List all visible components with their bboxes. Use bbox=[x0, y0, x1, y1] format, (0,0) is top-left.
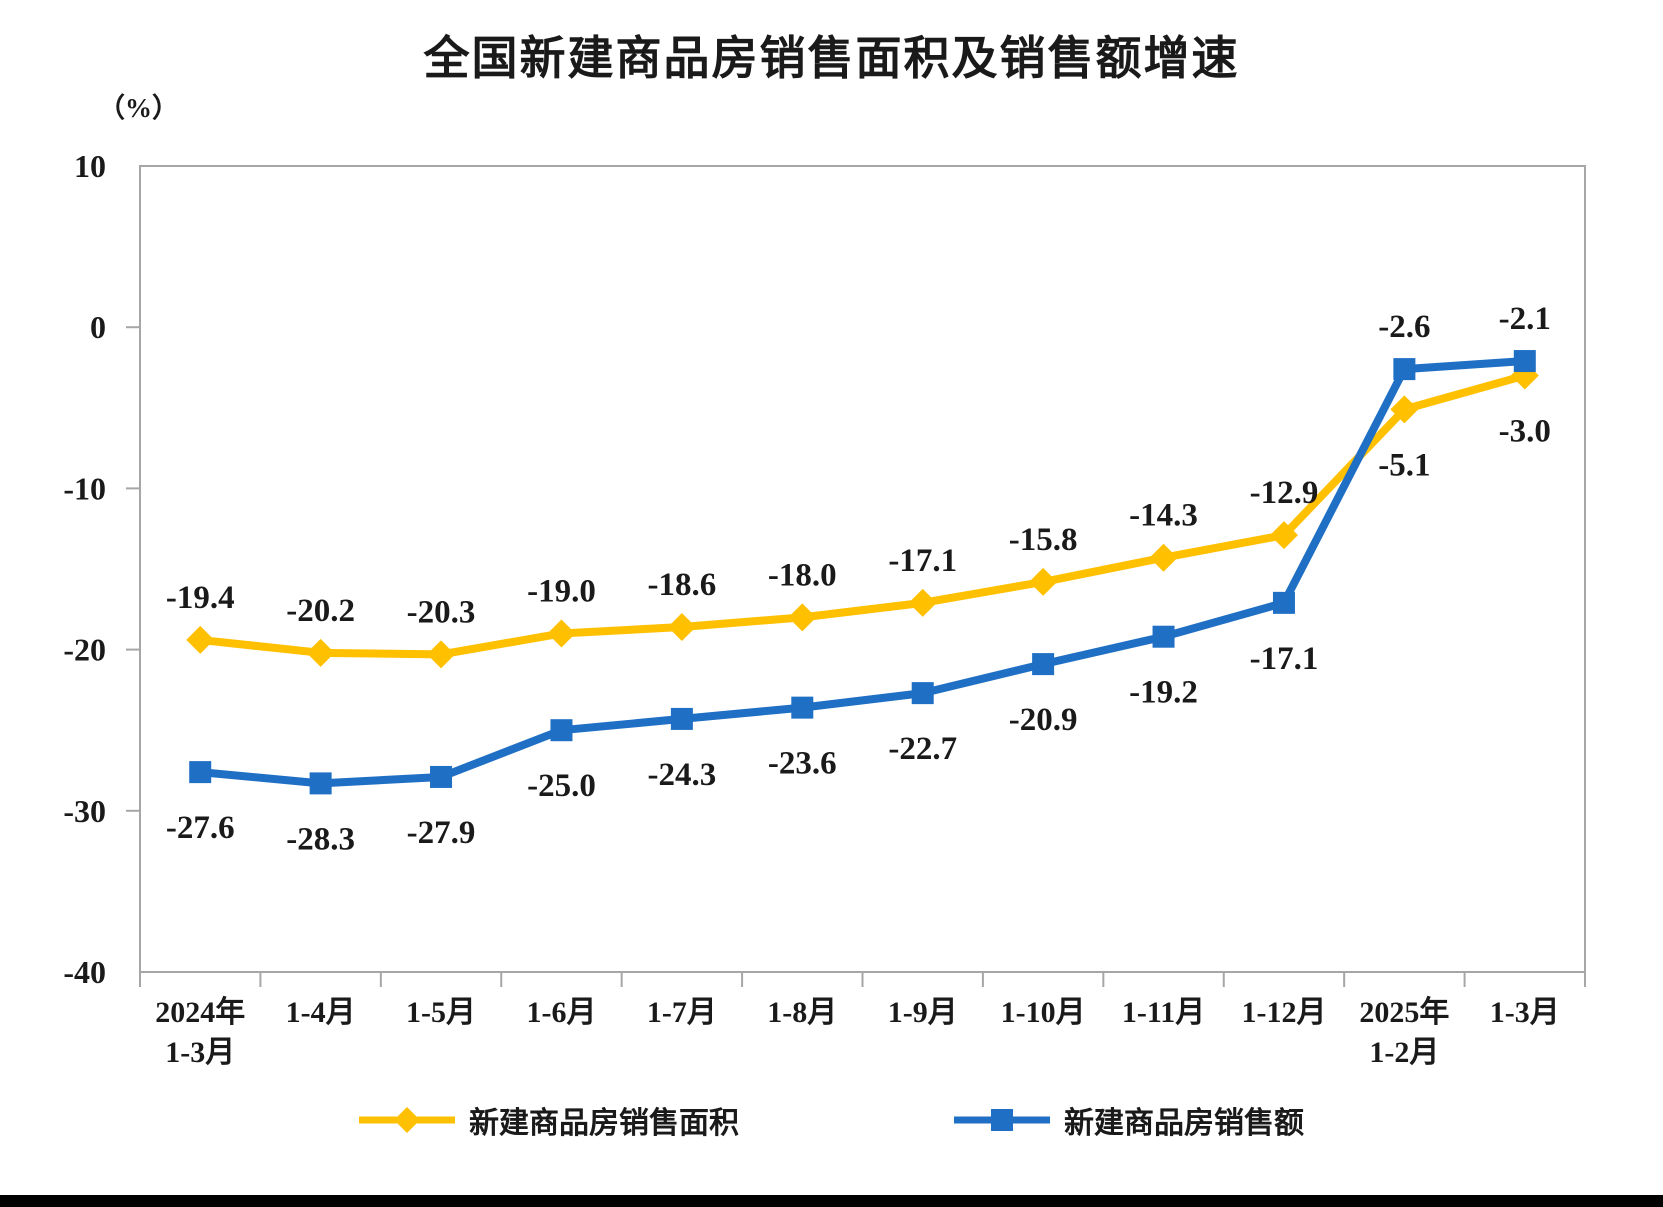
data-label: -19.2 bbox=[1129, 675, 1198, 711]
x-axis-category-label: 1-3月 bbox=[165, 1036, 235, 1069]
data-label: -15.8 bbox=[1009, 522, 1078, 558]
series-0-marker bbox=[1149, 543, 1178, 572]
plot-frame bbox=[139, 165, 1586, 973]
x-axis-category-label: 1-8月 bbox=[767, 996, 837, 1029]
series-0-marker bbox=[306, 638, 335, 667]
data-label: -20.9 bbox=[1009, 702, 1078, 738]
series-1-marker bbox=[1393, 358, 1416, 381]
series-0-marker bbox=[1029, 567, 1058, 596]
x-axis-category-label: 1-9月 bbox=[888, 996, 958, 1029]
y-axis-tick-label: -20 bbox=[63, 632, 106, 668]
series-1-marker bbox=[430, 765, 453, 788]
data-label: -22.7 bbox=[888, 731, 957, 767]
y-axis-tick-label: -40 bbox=[63, 954, 106, 990]
data-label: -12.9 bbox=[1250, 475, 1319, 511]
x-axis-category-label: 1-7月 bbox=[647, 996, 717, 1029]
legend-sales-value-label: 新建商品房销售额 bbox=[1064, 1107, 1304, 1140]
legend-sales-area-marker-icon bbox=[359, 1107, 455, 1133]
series-0-marker bbox=[427, 640, 456, 669]
legend-sales-area-label: 新建商品房销售面积 bbox=[469, 1107, 739, 1140]
data-label: -19.0 bbox=[527, 573, 596, 609]
x-axis-category-label: 1-3月 bbox=[1490, 996, 1560, 1029]
data-label: -5.1 bbox=[1378, 447, 1430, 483]
legend-sales-value-marker-icon bbox=[954, 1109, 1050, 1131]
series-0-marker bbox=[788, 603, 817, 632]
series-line-1 bbox=[196, 357, 1529, 788]
chart-legend: 新建商品房销售面积 新建商品房销售额 bbox=[0, 1098, 1663, 1142]
data-label: -18.6 bbox=[648, 567, 717, 603]
data-label: -17.1 bbox=[1250, 641, 1319, 677]
series-1-marker bbox=[1513, 350, 1536, 373]
x-axis-category-label: 1-10月 bbox=[1001, 996, 1086, 1029]
data-label: -27.6 bbox=[166, 810, 235, 846]
data-label: -24.3 bbox=[648, 757, 717, 793]
legend-item-sales-value: 新建商品房销售额 bbox=[954, 1098, 1304, 1142]
chart-title: 全国新建商品房销售面积及销售额增速 bbox=[423, 32, 1240, 84]
bottom-black-bar bbox=[0, 1195, 1663, 1207]
data-label: -2.6 bbox=[1378, 309, 1430, 345]
series-1-marker bbox=[550, 719, 573, 742]
x-axis-category-label: 1-11月 bbox=[1122, 996, 1205, 1029]
data-label: -18.0 bbox=[768, 557, 837, 593]
data-label: -25.0 bbox=[527, 768, 596, 804]
data-label: -14.3 bbox=[1129, 498, 1198, 534]
y-axis-tick-label: -10 bbox=[63, 470, 106, 506]
y-axis-tick-label: -30 bbox=[63, 793, 106, 829]
series-1-marker bbox=[911, 682, 934, 705]
legend-item-sales-area: 新建商品房销售面积 bbox=[359, 1098, 739, 1142]
series-line-0 bbox=[196, 371, 1529, 659]
data-label: -19.4 bbox=[166, 580, 235, 616]
series-0-marker bbox=[186, 625, 215, 654]
series-0-marker bbox=[547, 619, 576, 648]
series-0-marker bbox=[667, 613, 696, 642]
series-0-marker bbox=[1269, 521, 1298, 550]
y-axis-unit-label: （%） bbox=[98, 93, 179, 123]
x-axis-category-label: 1-5月 bbox=[406, 996, 476, 1029]
data-label: -3.0 bbox=[1499, 414, 1551, 450]
series-1-marker bbox=[1032, 653, 1055, 676]
x-axis-category-label: 2025年 bbox=[1359, 996, 1449, 1029]
data-label: -20.2 bbox=[286, 593, 355, 629]
data-label: -20.3 bbox=[407, 594, 476, 630]
x-axis-category-label: 1-6月 bbox=[526, 996, 596, 1029]
series-1-marker bbox=[189, 761, 212, 784]
data-label: -27.9 bbox=[407, 815, 476, 851]
x-axis-category-label: 1-12月 bbox=[1241, 996, 1326, 1029]
y-axis-tick-label: 10 bbox=[74, 148, 106, 184]
y-axis-tick-label: 0 bbox=[90, 309, 106, 345]
series-0-marker bbox=[908, 588, 937, 617]
data-label: -2.1 bbox=[1499, 301, 1551, 337]
series-1-marker bbox=[670, 707, 693, 730]
x-axis-category-label: 2024年 bbox=[155, 996, 245, 1029]
data-label: -28.3 bbox=[286, 821, 355, 857]
data-label: -17.1 bbox=[888, 543, 957, 579]
series-1-marker bbox=[1152, 625, 1175, 648]
series-0-marker bbox=[1390, 395, 1419, 424]
series-1-marker bbox=[309, 772, 332, 795]
x-axis-category-label: 1-4月 bbox=[286, 996, 356, 1029]
series-1-marker bbox=[791, 696, 814, 719]
series-1-marker bbox=[1272, 591, 1295, 614]
x-axis-category-label: 1-2月 bbox=[1369, 1036, 1439, 1069]
data-label: -23.6 bbox=[768, 746, 837, 782]
